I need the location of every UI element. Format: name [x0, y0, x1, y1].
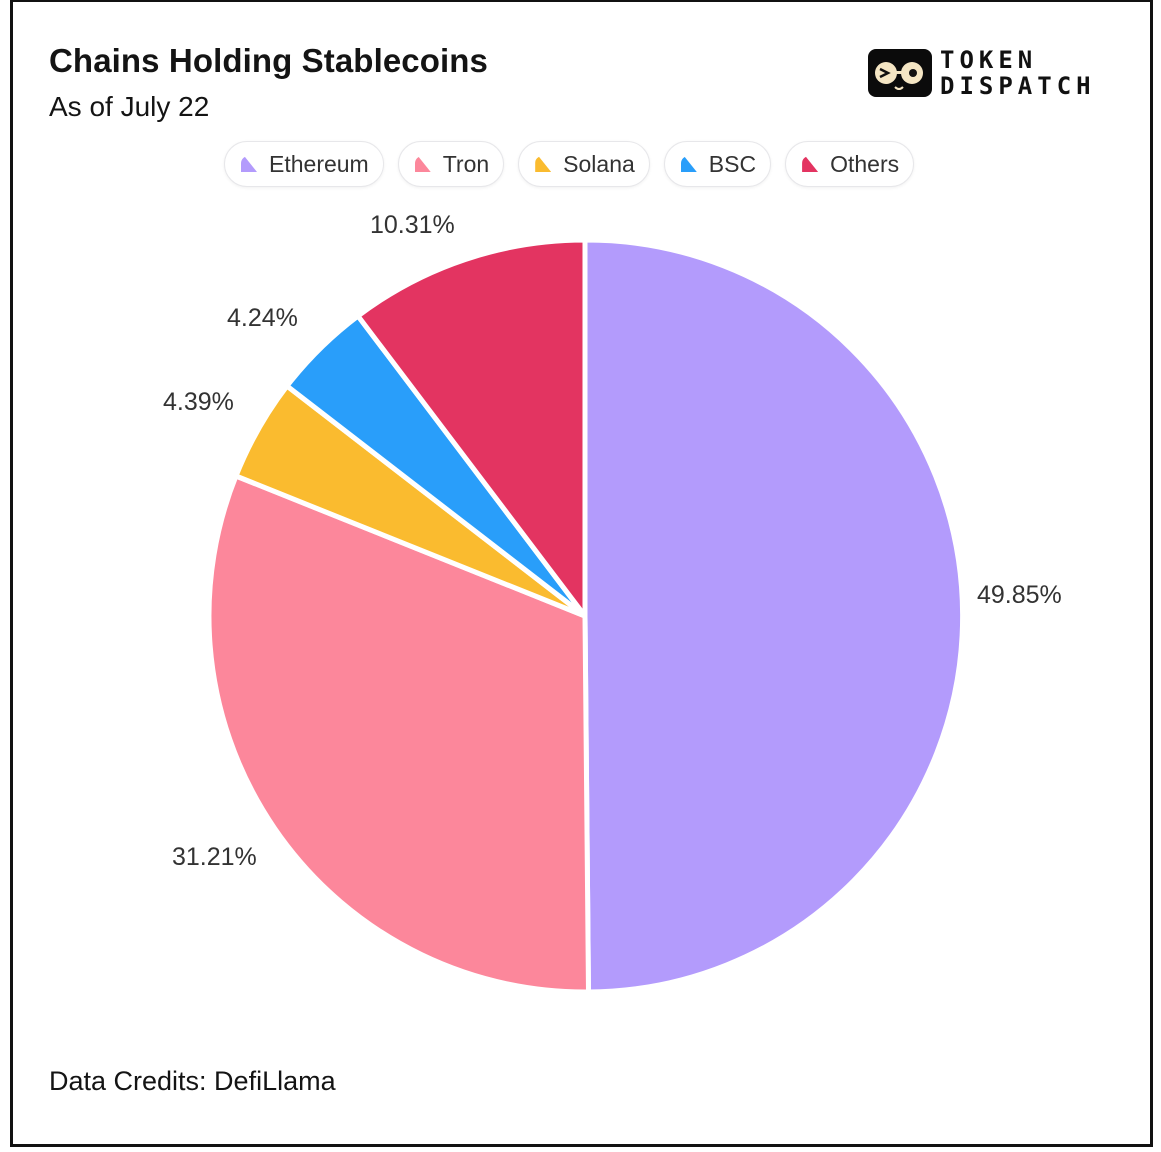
slice-others[interactable]	[355, 237, 588, 619]
legend-label: BSC	[708, 150, 757, 177]
logo-line-1: TOKEN	[940, 46, 1038, 74]
slice-tron[interactable]	[206, 473, 591, 995]
label-others: 10.31%	[370, 211, 455, 239]
chart-title: Chains Holding Stablecoins	[49, 42, 488, 79]
chart-subtitle: As of July 22	[49, 91, 210, 122]
logo-line-2: DISPATCH	[940, 72, 1096, 100]
label-solana: 4.39%	[163, 388, 234, 416]
legend-item-ethereum[interactable]: Ethereum	[224, 141, 384, 187]
token-dispatch-logo: TOKEN DISPATCH	[868, 47, 1128, 99]
legend-item-solana[interactable]: Solana	[518, 141, 650, 187]
legend-label: Others	[830, 150, 900, 177]
data-credits: Data Credits: DefiLlama	[49, 1066, 336, 1096]
logo-text: TOKEN DISPATCH	[940, 47, 1096, 99]
label-bsc: 4.24%	[227, 304, 298, 332]
legend-label: Ethereum	[269, 150, 369, 177]
legend-label: Tron	[442, 150, 490, 177]
legend-item-bsc[interactable]: BSC	[663, 141, 772, 187]
legend-label: Solana	[563, 150, 635, 177]
glasses-face-icon	[868, 49, 932, 97]
label-ethereum: 49.85%	[977, 581, 1062, 609]
legend-item-others[interactable]: Others	[785, 141, 915, 187]
chart-legend: Ethereum Tron Solana BSC Others	[224, 141, 915, 187]
label-tron: 31.21%	[172, 843, 257, 871]
slice-ethereum[interactable]	[582, 237, 966, 995]
legend-item-tron[interactable]: Tron	[397, 141, 505, 187]
